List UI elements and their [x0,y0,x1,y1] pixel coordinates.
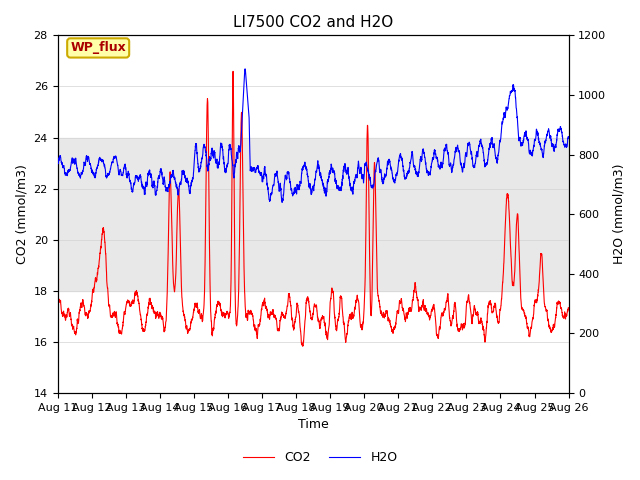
Legend: CO2, H2O: CO2, H2O [237,446,403,469]
Text: WP_flux: WP_flux [70,41,126,54]
Y-axis label: CO2 (mmol/m3): CO2 (mmol/m3) [15,164,28,264]
Bar [58,138,568,291]
Y-axis label: H2O (mmol/m3): H2O (mmol/m3) [612,164,625,264]
X-axis label: Time: Time [298,419,328,432]
Title: LI7500 CO2 and H2O: LI7500 CO2 and H2O [233,15,393,30]
